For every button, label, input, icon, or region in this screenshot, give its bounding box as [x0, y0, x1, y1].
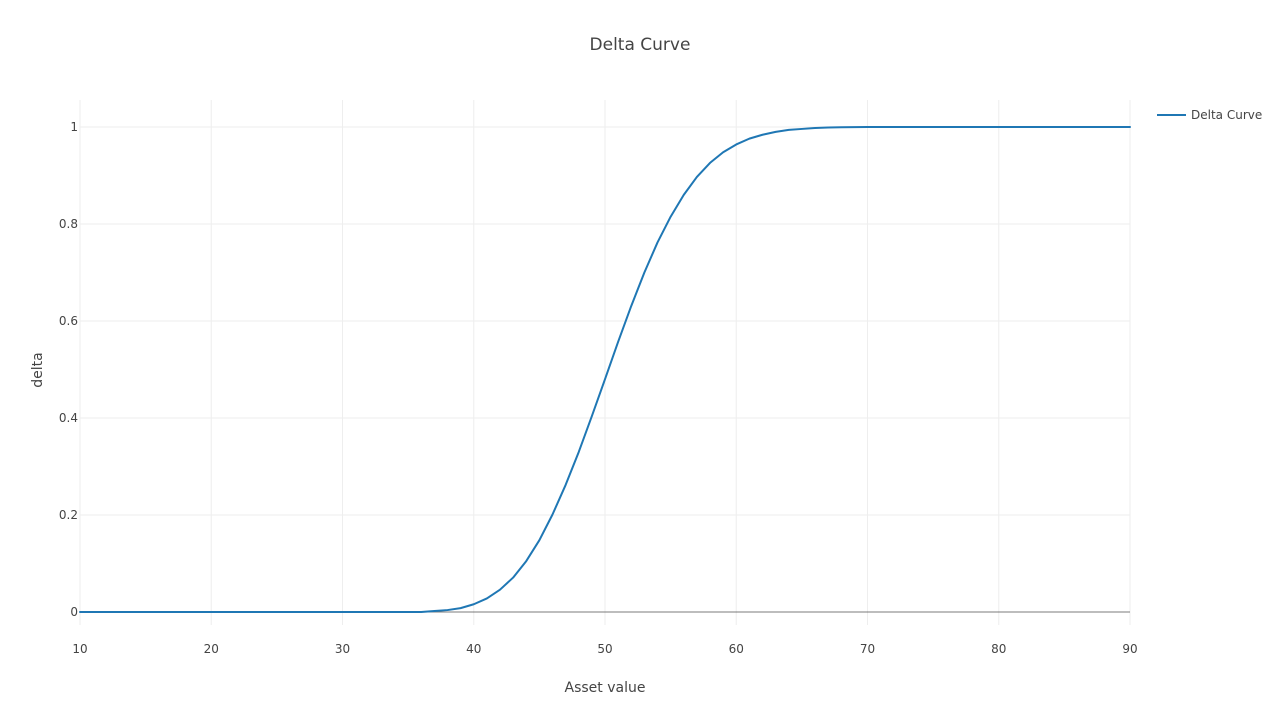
x-tick-label: 60: [729, 642, 744, 656]
series-line-0[interactable]: [79, 126, 1131, 613]
x-tick-labels: 10 20 30 40 50 60 70 80 90: [72, 642, 1137, 656]
y-tick-label: 0.8: [59, 217, 78, 231]
chart-title: Delta Curve: [590, 35, 691, 55]
y-tick-label: 0.2: [59, 508, 78, 522]
x-tick-label: 10: [72, 642, 87, 656]
y-tick-label: 0.6: [59, 314, 78, 328]
x-tick-label: 30: [335, 642, 350, 656]
legend-label: Delta Curve: [1191, 108, 1262, 122]
y-axis-title: delta: [30, 352, 46, 387]
x-tick-label: 40: [466, 642, 481, 656]
x-tick-label: 90: [1122, 642, 1137, 656]
y-tick-label: 1: [70, 120, 78, 134]
x-tick-label: 50: [597, 642, 612, 656]
series-layer: [79, 126, 1131, 613]
y-tick-labels: 0 0.2 0.4 0.6 0.8 1: [59, 120, 78, 619]
x-tick-label: 70: [860, 642, 875, 656]
x-tick-label: 20: [204, 642, 219, 656]
x-gridlines: [79, 100, 1131, 625]
x-axis-title: Asset value: [565, 680, 646, 696]
y-tick-label: 0: [70, 605, 78, 619]
legend[interactable]: Delta Curve: [1157, 108, 1262, 122]
x-tick-label: 80: [991, 642, 1006, 656]
y-tick-label: 0.4: [59, 411, 78, 425]
